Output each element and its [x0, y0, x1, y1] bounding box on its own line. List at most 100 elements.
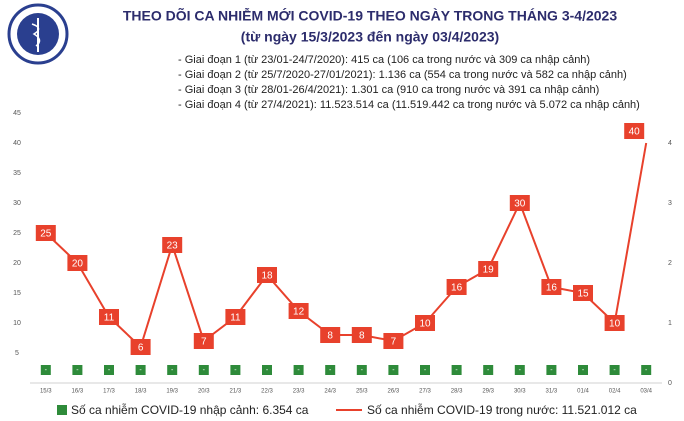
data-label-box [546, 365, 557, 375]
y-tick-label: 30 [13, 200, 21, 207]
data-label: - [392, 367, 395, 374]
data-label: 16 [451, 283, 463, 294]
chart-subtitle: (từ ngày 15/3/2023 đến ngày 03/4/2023) [241, 29, 499, 45]
x-tick-label: 17/3 [103, 389, 115, 395]
data-label: 7 [391, 337, 397, 348]
data-label-box [609, 365, 620, 375]
data-label-box [388, 365, 399, 375]
data-label: - [455, 367, 458, 374]
data-label: - [171, 367, 174, 374]
data-label: - [550, 367, 553, 374]
data-label: - [234, 367, 237, 374]
legend-label: Số ca nhiễm COVID-19 nhập cảnh: 6.354 ca [71, 402, 309, 417]
data-label: - [645, 367, 648, 374]
y-tick-label: 35 [13, 170, 21, 177]
y-tick-label: 20 [13, 260, 21, 267]
x-tick-label: 27/3 [419, 389, 431, 395]
data-label-box [478, 261, 499, 277]
data-label-box [351, 327, 372, 343]
data-label-box [262, 365, 272, 375]
y2-tick-label: 3 [668, 200, 672, 207]
x-tick-label: 24/3 [324, 389, 336, 395]
data-label-box [198, 365, 209, 375]
data-label-box [40, 365, 51, 375]
data-label: 8 [327, 331, 333, 342]
x-tick-label: 15/3 [40, 389, 52, 395]
x-tick-label: 21/3 [230, 389, 242, 395]
data-label-box [483, 365, 494, 375]
data-label-box [320, 327, 341, 343]
data-label: - [361, 367, 364, 374]
data-label: 7 [201, 337, 207, 348]
data-label-box [624, 123, 645, 139]
legend-swatch [57, 405, 67, 415]
data-label: - [76, 367, 79, 374]
x-tick-label: 29/3 [482, 389, 494, 395]
y-tick-label: 15 [13, 290, 21, 297]
data-label-box [383, 333, 404, 349]
data-label-box [509, 195, 530, 211]
data-label: 23 [167, 241, 179, 252]
data-label-box [288, 303, 309, 319]
data-label-box [99, 309, 119, 325]
data-label-box [641, 365, 652, 375]
y2-tick-label: 4 [668, 140, 672, 147]
data-label-box [257, 267, 277, 283]
data-label: 12 [293, 307, 305, 318]
annotation: - Giai đoạn 2 (từ 25/7/2020-27/01/2021):… [178, 69, 627, 81]
x-tick-label: 16/3 [72, 389, 84, 395]
data-label: 30 [514, 199, 526, 210]
data-label: - [613, 367, 616, 374]
data-label-box [193, 333, 214, 349]
annotation: - Giai đoạn 3 (từ 28/01-26/4/2021): 1.30… [178, 84, 599, 96]
data-label-box [167, 365, 178, 375]
x-tick-label: 25/3 [356, 389, 368, 395]
x-tick-label: 22/3 [261, 389, 273, 395]
x-tick-label: 28/3 [451, 389, 463, 395]
data-label: - [203, 367, 206, 374]
data-label: - [582, 367, 585, 374]
data-label: 19 [483, 265, 495, 276]
data-label: - [108, 367, 111, 374]
data-label-box [72, 365, 83, 375]
data-label: 20 [72, 259, 84, 270]
data-label-box [230, 365, 241, 375]
x-tick-label: 03/4 [640, 389, 652, 395]
data-label-box [135, 365, 146, 375]
x-tick-label: 26/3 [388, 389, 400, 395]
data-label-box [604, 315, 625, 331]
x-tick-label: 23/3 [293, 389, 305, 395]
y2-tick-label: 2 [668, 260, 672, 267]
data-label: 11 [104, 313, 115, 324]
data-label-box [162, 237, 183, 253]
y-tick-label: 10 [13, 320, 21, 327]
data-label: 11 [230, 313, 241, 324]
data-label: 8 [359, 331, 365, 342]
line [45, 142, 648, 349]
data-label-box [541, 279, 562, 295]
y2-tick-label: 1 [668, 320, 672, 327]
data-label: 10 [609, 319, 621, 330]
legend-label: Số ca nhiễm COVID-19 trong nước: 11.521.… [367, 402, 637, 417]
data-label-box [573, 285, 593, 301]
data-label: - [519, 367, 522, 374]
annotation: - Giai đoạn 1 (từ 23/01-24/7/2020): 415 … [178, 54, 590, 66]
data-label-box [356, 365, 367, 375]
data-label-box [514, 365, 525, 375]
data-label-box [415, 315, 435, 331]
data-label: 10 [419, 319, 431, 330]
y-tick-label: 25 [13, 230, 21, 237]
x-tick-label: 18/3 [135, 389, 147, 395]
data-label-box [225, 309, 246, 325]
data-label: 16 [546, 283, 558, 294]
data-label: - [329, 367, 332, 374]
chart-title: THEO DÕI CA NHIỄM MỚI COVID-19 THEO NGÀY… [123, 7, 617, 24]
annotation: - Giai đoạn 4 (từ 27/4/2021): 11.523.514… [178, 99, 640, 111]
x-tick-label: 30/3 [514, 389, 526, 395]
data-label: - [424, 367, 427, 374]
data-label-box [420, 365, 430, 375]
data-label-box [446, 279, 467, 295]
y-tick-label: 40 [13, 140, 21, 147]
data-label: - [139, 367, 142, 374]
